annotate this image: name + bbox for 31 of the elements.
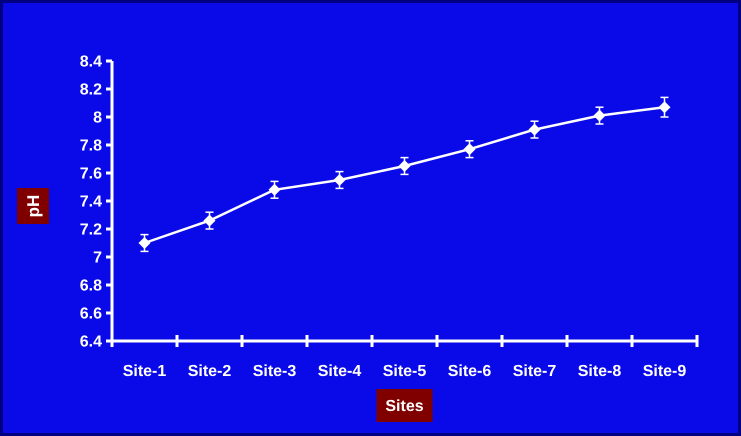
y-tick-label: 8: [93, 110, 102, 127]
y-tick-label: 7.8: [80, 138, 102, 155]
y-tick-label: 7.6: [80, 166, 102, 183]
x-tick-label: Site-3: [252, 363, 296, 380]
y-tick-label: 6.6: [80, 306, 102, 323]
point: [268, 184, 280, 196]
x-tick-label: Site-9: [642, 363, 686, 380]
point: [138, 237, 150, 249]
x-tick-label: Site-6: [448, 363, 492, 380]
point: [204, 214, 216, 227]
y-tick-label: 6.8: [80, 278, 102, 295]
x-tick-label: Site-2: [188, 363, 232, 380]
x-tick-label: Site-7: [512, 363, 556, 380]
point: [398, 160, 410, 172]
point: [334, 174, 346, 186]
y-tick-label: 7: [93, 250, 102, 267]
point: [658, 101, 670, 114]
y-tick-label: 6.4: [80, 334, 102, 351]
y-tick-label: 7.2: [80, 222, 102, 239]
point: [464, 143, 476, 156]
y-tick-label: 7.4: [80, 194, 102, 211]
point: [594, 110, 606, 122]
y-tick-label: 8.4: [80, 54, 102, 71]
y-tick-label: 8.2: [80, 82, 102, 99]
x-axis-title: Sites: [385, 398, 424, 415]
x-tick-label: Site-1: [122, 363, 166, 380]
y-axis-title: pH: [24, 194, 43, 218]
x-tick-label: Site-5: [382, 363, 426, 380]
x-tick-label: Site-4: [318, 363, 362, 380]
x-tick-label: Site-8: [578, 363, 622, 380]
point: [528, 124, 540, 136]
